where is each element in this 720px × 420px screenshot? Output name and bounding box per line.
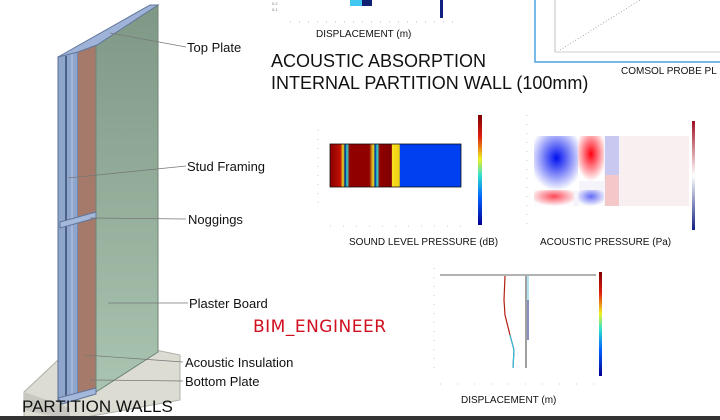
top-plate xyxy=(57,4,160,58)
label-plaster-board: Plaster Board xyxy=(189,296,268,311)
label-bottom-plate: Bottom Plate xyxy=(185,374,259,389)
sound-level-caption: SOUND LEVEL PRESSURE (dB) xyxy=(349,237,498,248)
plaster-board xyxy=(95,4,159,393)
comsol-probe-plot: COMSOL PROBE PL xyxy=(534,0,720,77)
floor-edge xyxy=(24,392,70,420)
wall-illustration xyxy=(23,4,181,420)
top-displacement-plot: 0.20.1 DISPLACEMENT (m) xyxy=(272,0,460,40)
acoustic-pressure-caption: ACOUSTIC PRESSURE (Pa) xyxy=(540,237,671,248)
bottom-border xyxy=(0,416,720,420)
title-line1: ACOUSTIC ABSORPTION xyxy=(271,51,486,71)
svg-text:0.1: 0.1 xyxy=(272,7,278,12)
acoustic-pressure-plot: ACOUSTIC PRESSURE (Pa) xyxy=(526,115,695,248)
watermark: BIM_ENGINEER xyxy=(253,317,387,337)
bottom-displacement-caption: DISPLACEMENT (m) xyxy=(461,395,556,406)
bottom-displacement-plot: DISPLACEMENT (m) xyxy=(433,268,602,406)
comsol-caption: COMSOL PROBE PL xyxy=(621,66,717,77)
title-line2: INTERNAL PARTITION WALL (100mm) xyxy=(271,73,588,93)
sound-level-pressure-plot: SOUND LEVEL PRESSURE (dB) xyxy=(317,115,498,248)
wall-caption: PARTITION WALLS xyxy=(22,397,173,416)
bottom-plate xyxy=(57,387,97,405)
label-noggings: Noggings xyxy=(188,212,243,227)
label-top-plate: Top Plate xyxy=(187,40,241,55)
label-acoustic-insulation: Acoustic Insulation xyxy=(185,355,293,370)
leader-lines xyxy=(67,32,188,382)
top-displacement-caption: DISPLACEMENT (m) xyxy=(316,29,411,40)
label-stud-framing: Stud Framing xyxy=(187,159,265,174)
svg-text:0.2: 0.2 xyxy=(272,1,278,6)
